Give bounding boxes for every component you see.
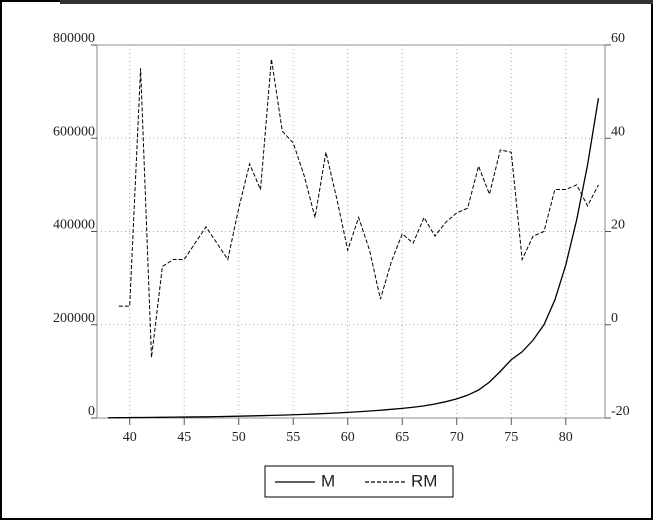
y-tick-label: 800000 bbox=[53, 31, 95, 46]
x-tick-label: 55 bbox=[286, 430, 300, 445]
series-line bbox=[118, 58, 599, 358]
x-tick-label: 65 bbox=[395, 430, 409, 445]
x-tick-label: 60 bbox=[341, 430, 355, 445]
x-tick-label: 80 bbox=[559, 430, 573, 445]
x-tick-label: 75 bbox=[504, 430, 518, 445]
legend-label: M bbox=[321, 471, 335, 490]
x-tick-label: 45 bbox=[177, 430, 191, 445]
y2-tick-label: -20 bbox=[611, 404, 630, 419]
x-tick-label: 50 bbox=[232, 430, 246, 445]
legend-label: RM bbox=[411, 471, 437, 490]
top-bar bbox=[60, 0, 653, 4]
series-line bbox=[107, 98, 600, 419]
y2-tick-label: 40 bbox=[611, 124, 625, 139]
y2-tick-label: 20 bbox=[611, 218, 625, 233]
y-tick-label: 0 bbox=[88, 404, 95, 419]
x-tick-label: 40 bbox=[123, 430, 137, 445]
y2-tick-label: 60 bbox=[611, 31, 625, 46]
y-tick-label: 200000 bbox=[53, 311, 95, 326]
y-tick-label: 400000 bbox=[53, 218, 95, 233]
x-tick-label: 70 bbox=[450, 430, 464, 445]
y2-tick-label: 0 bbox=[611, 311, 618, 326]
y-tick-label: 600000 bbox=[53, 124, 95, 139]
